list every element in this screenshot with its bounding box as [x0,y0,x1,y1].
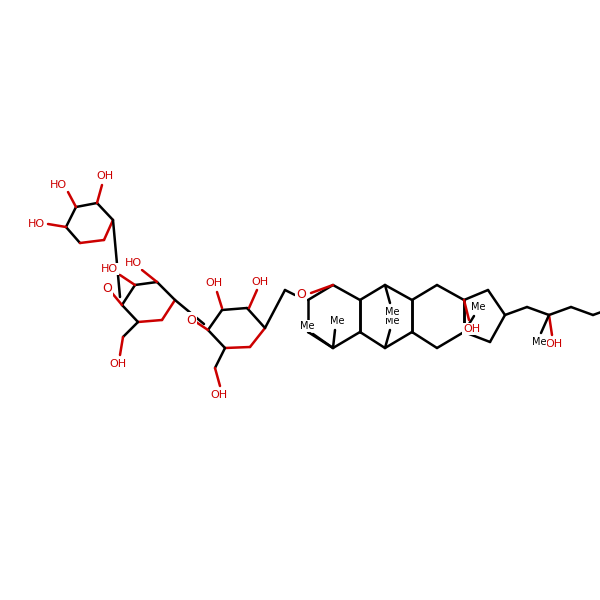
Text: O: O [186,313,196,326]
Text: HO: HO [49,180,67,190]
Text: OH: OH [205,278,223,288]
Text: Me: Me [471,302,485,312]
Text: OH: OH [251,277,269,287]
Text: Me: Me [532,337,546,347]
Text: Me: Me [300,321,314,331]
Text: Me: Me [330,316,344,326]
Text: HO: HO [124,258,142,268]
Text: OH: OH [545,339,563,349]
Text: Me: Me [385,307,399,317]
Text: HO: HO [100,264,118,274]
Text: OH: OH [109,359,127,369]
Text: O: O [296,289,306,301]
Text: OH: OH [211,390,227,400]
Text: OH: OH [463,324,481,334]
Text: Me: Me [385,316,399,326]
Text: OH: OH [97,171,113,181]
Text: O: O [102,281,112,295]
Text: HO: HO [28,219,44,229]
